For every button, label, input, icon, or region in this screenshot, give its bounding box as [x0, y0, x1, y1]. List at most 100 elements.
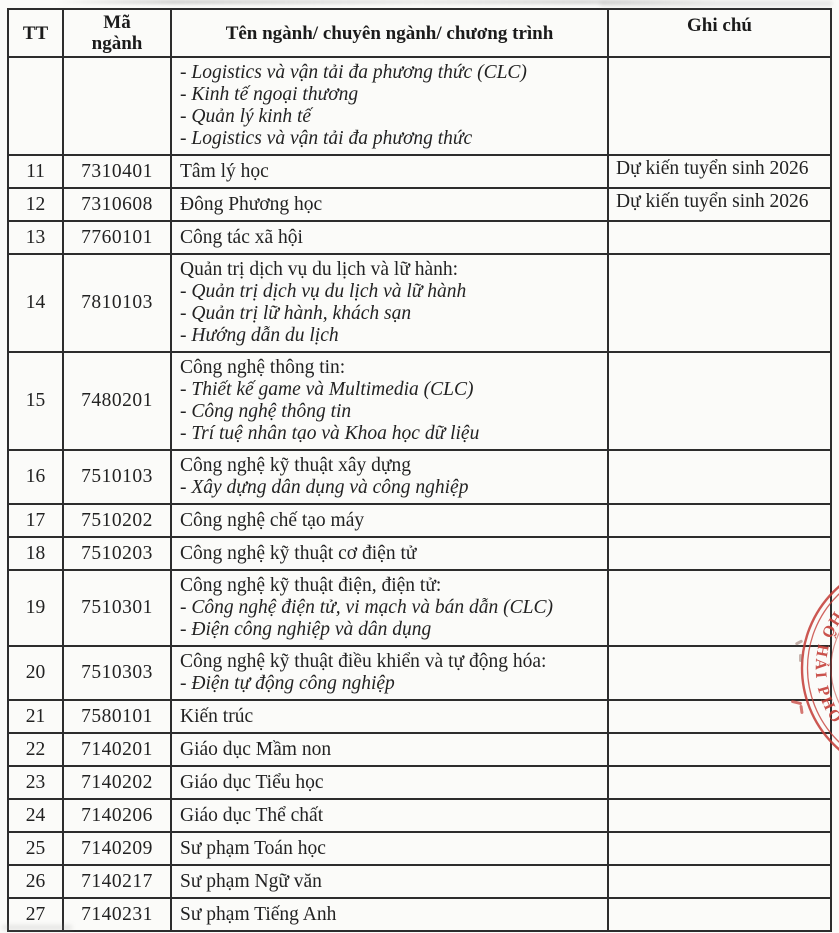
cell-note — [607, 699, 832, 734]
program-subitem: - Điện công nghiệp và dân dụng — [180, 619, 432, 640]
table-row: 15 7480201 Công nghệ thông tin: - Thiết kế … — [7, 351, 832, 451]
table-row: 13 7760101 Công tác xã hội — [7, 220, 832, 255]
cell-code: 7510203 — [62, 536, 172, 571]
cell-name: Giáo dục Tiểu học — [170, 765, 609, 800]
cell-code: 7310608 — [62, 187, 172, 222]
cell-name: Công nghệ kỹ thuật xây dựng - Xây dựng dâ… — [170, 449, 609, 505]
cell-tt: 25 — [7, 831, 64, 866]
cell-code: 7510103 — [62, 449, 172, 505]
red-circular-stamp: PHỐ HẢI PHÒ — [800, 585, 839, 751]
scan-artifact — [600, 1, 832, 6]
cell-code: 7810103 — [62, 253, 172, 353]
ink-mark — [799, 654, 802, 662]
program-name: Công nghệ kỹ thuật điều khiển và tự động… — [180, 651, 547, 672]
cell-tt: 14 — [7, 253, 64, 353]
program-subitem: - Hướng dẫn du lịch — [180, 325, 339, 346]
table-row: 17 7510202 Công nghệ chế tạo máy — [7, 503, 832, 538]
cell-code: 7510301 — [62, 569, 172, 647]
cell-tt: 18 — [7, 536, 64, 571]
cell-code — [62, 56, 172, 156]
cell-note: Dự kiến tuyển sinh 2026 — [607, 187, 832, 222]
table-row: 27 7140231 Sư phạm Tiếng Anh — [7, 897, 832, 932]
program-name: Kiến trúc — [180, 705, 254, 727]
cell-note — [607, 864, 832, 899]
program-subitem: - Quản lý kinh tế — [180, 106, 312, 127]
cell-name: Tâm lý học — [170, 154, 609, 189]
cell-note — [607, 645, 832, 701]
program-name: Giáo dục Tiểu học — [180, 771, 324, 793]
cell-tt: 23 — [7, 765, 64, 800]
program-name: Quản trị dịch vụ du lịch và lữ hành: — [180, 259, 459, 280]
cell-code: 7140217 — [62, 864, 172, 899]
cell-tt: 26 — [7, 864, 64, 899]
cell-note — [607, 449, 832, 505]
cell-name: Sư phạm Tiếng Anh — [170, 897, 609, 932]
table-row: 22 7140201 Giáo dục Mầm non — [7, 732, 832, 767]
cell-code: 7310401 — [62, 154, 172, 189]
table-row: 11 7310401 Tâm lý học Dự kiến tuyển sinh 20… — [7, 154, 832, 189]
cell-note — [607, 897, 832, 932]
program-name: Công tác xã hội — [180, 226, 303, 248]
table-row: 19 7510301 Công nghệ kỹ thuật điện, điện t… — [7, 569, 832, 647]
programs-table: TT Mã ngành Tên ngành/ chuyên ngành/ chư… — [7, 8, 832, 932]
cell-tt — [7, 56, 64, 156]
program-subitem: - Xây dựng dân dụng và công nghiệp — [180, 477, 469, 498]
cell-note — [607, 56, 832, 156]
cell-tt: 27 — [7, 897, 64, 932]
cell-code: 7140201 — [62, 732, 172, 767]
table-row: 21 7580101 Kiến trúc — [7, 699, 832, 734]
program-subitem: - Điện tự động công nghiệp — [180, 673, 395, 694]
cell-tt: 15 — [7, 351, 64, 451]
cell-tt: 12 — [7, 187, 64, 222]
cell-code: 7480201 — [62, 351, 172, 451]
cell-tt: 19 — [7, 569, 64, 647]
program-name: Sư phạm Toán học — [180, 837, 326, 859]
cell-tt: 24 — [7, 798, 64, 833]
column-header-code: Mã ngành — [62, 8, 172, 58]
cell-tt: 16 — [7, 449, 64, 505]
column-header-tt: TT — [7, 8, 64, 58]
cell-tt: 21 — [7, 699, 64, 734]
cell-tt: 22 — [7, 732, 64, 767]
cell-code: 7510303 — [62, 645, 172, 701]
program-name: Giáo dục Thể chất — [180, 804, 324, 826]
cell-tt: 13 — [7, 220, 64, 255]
program-name: Giáo dục Mầm non — [180, 738, 332, 760]
cell-name: Giáo dục Thể chất — [170, 798, 609, 833]
cell-code: 7580101 — [62, 699, 172, 734]
program-name: Tâm lý học — [180, 160, 269, 182]
table-header-row: TT Mã ngành Tên ngành/ chuyên ngành/ chư… — [7, 8, 832, 58]
table-row: 25 7140209 Sư phạm Toán học — [7, 831, 832, 866]
cell-note — [607, 351, 832, 451]
cell-tt: 11 — [7, 154, 64, 189]
stamp-core-ring — [830, 632, 839, 704]
program-subitem: - Công nghệ thông tin — [180, 401, 352, 422]
program-subitem: - Logistics và vận tải đa phương thức — [180, 128, 473, 149]
cell-note — [607, 536, 832, 571]
program-subitem: - Quản trị lữ hành, khách sạn — [180, 303, 412, 324]
cell-name: Công nghệ kỹ thuật điều khiển và tự động… — [170, 645, 609, 701]
program-name: Đông Phương học — [180, 193, 323, 215]
stamp-outer-ring — [800, 585, 839, 751]
program-subitem: - Logistics và vận tải đa phương thức (C… — [180, 62, 527, 83]
table-row: 24 7140206 Giáo dục Thể chất — [7, 798, 832, 833]
table-row: 20 7510303 Công nghệ kỹ thuật điều khiển v… — [7, 645, 832, 701]
cell-code: 7760101 — [62, 220, 172, 255]
program-name: Công nghệ kỹ thuật xây dựng — [180, 455, 412, 476]
cell-name: Giáo dục Mầm non — [170, 732, 609, 767]
cell-note — [607, 569, 832, 647]
cell-name: Sư phạm Toán học — [170, 831, 609, 866]
table-row: - Logistics và vận tải đa phương thức (C… — [7, 56, 832, 156]
cell-name: Sư phạm Ngữ văn — [170, 864, 609, 899]
cell-tt: 17 — [7, 503, 64, 538]
table-row: 12 7310608 Đông Phương học Dự kiến tuyển si… — [7, 187, 832, 222]
scan-artifact — [55, 0, 715, 4]
cell-name: Công tác xã hội — [170, 220, 609, 255]
cell-name: Công nghệ kỹ thuật điện, điện tử: - Công … — [170, 569, 609, 647]
table-row: 14 7810103 Quản trị dịch vụ du lịch và lữ … — [7, 253, 832, 353]
stamp-inner-ring — [806, 593, 839, 743]
cell-name: Công nghệ kỹ thuật cơ điện tử — [170, 536, 609, 571]
cell-code: 7140206 — [62, 798, 172, 833]
cell-code: 7140231 — [62, 897, 172, 932]
